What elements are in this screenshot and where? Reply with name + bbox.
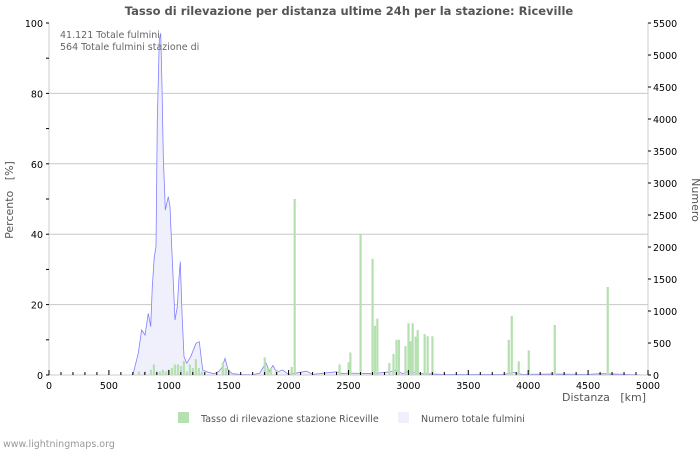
detection-rate-bar [606,287,609,375]
detection-rate-bar [173,364,176,375]
detection-rate-bar [431,336,434,375]
detection-rate-bar [376,318,379,375]
detection-rate-bar [414,336,417,375]
chart-title: Tasso di rilevazione per distanza ultime… [125,4,574,18]
detection-rate-bar [158,371,162,375]
detection-rate-bar [188,364,191,375]
y-right-tick-label: 500 [653,339,671,350]
detection-rate-bars [137,199,609,375]
detection-rate-bar [152,364,156,375]
y-right-tick-label: 2000 [653,243,677,254]
legend-label-detection-rate: Tasso di rilevazione stazione Riceville [200,414,379,425]
detection-rate-bar [411,323,414,375]
detection-rate-bar [266,367,269,375]
x-tick-label: 1500 [217,381,241,392]
y-axis-right-label: Numero [689,178,700,222]
detection-rate-bar [161,369,165,375]
total-strikes-area [120,33,649,376]
y-right-tick-label: 1500 [653,275,677,286]
y-left-tick-label: 40 [31,230,43,241]
annotation-total-strikes: 41.121 Totale fulmini [60,30,160,41]
detection-rate-bar [290,366,293,375]
y-left-tick-label: 0 [37,371,43,382]
detection-rate-bar [338,364,341,375]
detection-rate-bar [191,367,194,375]
detection-rate-bar [197,367,200,375]
detection-rate-bar [176,364,179,375]
detection-rate-bar [553,325,556,375]
detection-rate-bar [397,339,401,375]
detection-rate-bar [395,339,398,375]
x-tick-label: 500 [100,381,118,392]
y-right-tick-label: 5500 [653,19,677,30]
legend-swatch-detection-rate [178,412,189,423]
detection-rate-bar [349,352,352,375]
y-left-tick-label: 100 [25,19,43,30]
detection-rate-bar [517,361,520,375]
y-right-tick-label: 3000 [653,179,677,190]
detection-rate-bar [392,353,395,375]
legend-label-total-strikes: Numero totale fulmini [421,414,525,425]
detection-rate-bar [224,367,227,375]
detection-rate-bar [137,371,141,375]
x-axis-label: Distanza [km] [562,391,646,404]
detection-rate-bar [510,315,513,375]
y-right-tick-label: 4500 [653,83,677,94]
x-tick-label: 2000 [277,381,301,392]
detection-rate-bar [263,357,266,375]
detection-rate-bar [269,367,272,375]
x-tick-label: 0 [46,381,52,392]
detection-rate-bar [527,350,530,375]
detection-rate-bar [507,339,510,375]
detection-rate-bar [185,371,188,375]
detection-rate-bar [426,336,429,375]
detection-rate-bar [293,199,296,375]
detection-rate-bar [221,362,224,375]
x-tick-label: 5000 [636,381,660,392]
total-strikes-line [120,33,649,376]
detection-rate-bar [194,359,197,375]
x-tick-label: 4000 [516,381,540,392]
detection-rate-bar [373,325,377,375]
detection-rate-bar [182,360,185,375]
y-left-tick-label: 80 [31,89,43,100]
axes: 0 500 1000 1500 2000 2500 3000 3500 4000 4500 5000… [25,19,677,392]
detection-rate-bar [388,363,391,375]
x-tick-label: 3500 [456,381,480,392]
y-right-tick-label: 0 [653,371,659,382]
detection-rate-bar [423,334,426,375]
detection-rate-bar [200,371,203,375]
y-right-tick-label: 1000 [653,307,677,318]
detection-rate-bar [170,367,173,375]
y-left-tick-label: 60 [31,160,43,171]
y-right-tick-label: 5000 [653,51,677,62]
legend-swatch-total-strikes [398,412,409,423]
detection-rate-bar [409,341,412,375]
detection-rate-bar [179,366,182,375]
y-left-tick-label: 20 [31,301,43,312]
detection-rate-bar [416,329,419,375]
y-right-tick-label: 2500 [653,211,677,222]
annotation-station-strikes: 564 Totale fulmini stazione di [60,42,199,53]
x-tick-label: 1000 [157,381,181,392]
detection-rate-bar [407,323,410,375]
x-tick-label: 4500 [576,381,600,392]
y-right-tick-label: 3500 [653,147,677,158]
detection-rate-bar [404,346,407,375]
x-tick-label: 3000 [396,381,420,392]
detection-rate-bar [347,362,350,375]
detection-rate-bar [164,371,168,375]
y-right-tick-label: 4000 [653,115,677,126]
y-axis-left-label: Percento [%] [3,161,16,239]
total-strikes-area-fill [120,33,648,376]
footer-site[interactable]: www.lightningmaps.org [3,439,115,450]
detection-rate-bar [359,234,362,375]
detection-rate-bar [149,369,153,375]
x-tick-label: 2500 [336,381,360,392]
gridlines [49,92,648,306]
detection-rate-bar [371,258,374,375]
